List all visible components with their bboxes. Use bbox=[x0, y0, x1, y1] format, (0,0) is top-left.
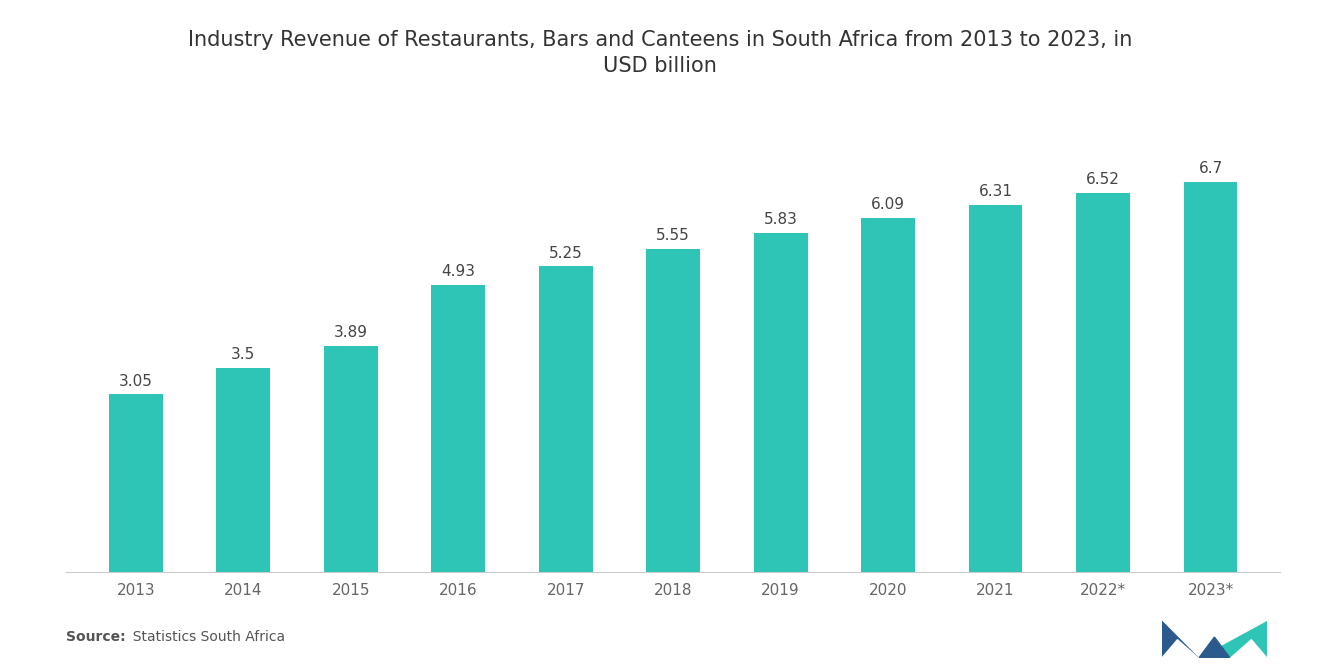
Text: 3.05: 3.05 bbox=[119, 374, 153, 388]
Bar bbox=[1076, 193, 1130, 572]
Bar bbox=[754, 233, 808, 572]
Bar bbox=[969, 205, 1023, 572]
Bar bbox=[110, 394, 162, 572]
Text: Source:: Source: bbox=[66, 630, 125, 644]
Text: 5.83: 5.83 bbox=[764, 212, 797, 227]
Bar bbox=[432, 285, 486, 572]
Bar bbox=[323, 346, 378, 572]
Text: 4.93: 4.93 bbox=[441, 264, 475, 279]
Bar bbox=[539, 267, 593, 572]
Text: 6.31: 6.31 bbox=[978, 184, 1012, 199]
Polygon shape bbox=[1230, 640, 1267, 658]
Bar bbox=[216, 368, 271, 572]
Bar bbox=[1184, 182, 1237, 572]
Text: 3.89: 3.89 bbox=[334, 325, 368, 340]
Text: 6.52: 6.52 bbox=[1086, 172, 1119, 187]
Text: 3.5: 3.5 bbox=[231, 347, 256, 362]
Polygon shape bbox=[1199, 637, 1230, 658]
Polygon shape bbox=[1162, 621, 1199, 658]
Polygon shape bbox=[1162, 640, 1199, 658]
Bar bbox=[647, 249, 700, 572]
Text: Statistics South Africa: Statistics South Africa bbox=[124, 630, 285, 644]
Text: 5.55: 5.55 bbox=[656, 228, 690, 243]
Text: 6.7: 6.7 bbox=[1199, 161, 1222, 176]
Polygon shape bbox=[1199, 621, 1267, 658]
Text: 6.09: 6.09 bbox=[871, 197, 906, 211]
Bar bbox=[861, 217, 915, 572]
Text: 5.25: 5.25 bbox=[549, 245, 582, 261]
Text: Industry Revenue of Restaurants, Bars and Canteens in South Africa from 2013 to : Industry Revenue of Restaurants, Bars an… bbox=[187, 30, 1133, 76]
